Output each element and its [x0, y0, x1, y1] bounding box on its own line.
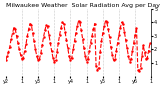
- Text: Milwaukee Weather  Solar Radiation Avg per Day W/m2/minute: Milwaukee Weather Solar Radiation Avg pe…: [6, 3, 160, 8]
